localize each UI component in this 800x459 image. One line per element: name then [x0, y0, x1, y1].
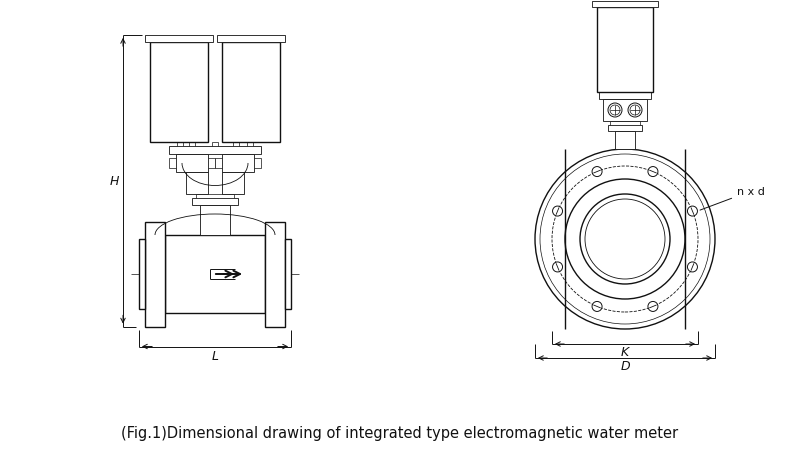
Bar: [212, 143, 218, 147]
Bar: [217, 36, 285, 43]
Circle shape: [687, 263, 698, 272]
Bar: [145, 222, 165, 327]
Bar: [610, 122, 640, 126]
Bar: [592, 2, 658, 8]
Bar: [165, 235, 265, 313]
Text: n x d: n x d: [700, 187, 765, 211]
Bar: [176, 155, 208, 173]
Bar: [608, 126, 642, 132]
Bar: [233, 143, 239, 147]
Bar: [247, 143, 253, 147]
Circle shape: [553, 263, 562, 272]
Bar: [222, 43, 280, 143]
Circle shape: [592, 167, 602, 177]
Text: (Fig.1)Dimensional drawing of integrated type electromagnetic water meter: (Fig.1)Dimensional drawing of integrated…: [122, 425, 678, 441]
Bar: [177, 143, 183, 147]
Bar: [169, 159, 176, 168]
Circle shape: [687, 207, 698, 217]
Circle shape: [565, 179, 685, 299]
Text: K: K: [621, 346, 629, 359]
Bar: [599, 93, 651, 100]
Bar: [615, 132, 635, 150]
Bar: [150, 43, 208, 143]
Bar: [189, 143, 195, 147]
Bar: [597, 8, 653, 93]
Bar: [196, 195, 234, 199]
Bar: [186, 173, 208, 195]
Bar: [285, 240, 291, 309]
Bar: [215, 159, 222, 168]
Bar: [169, 147, 261, 155]
Circle shape: [592, 302, 602, 312]
Circle shape: [553, 207, 562, 217]
Bar: [265, 222, 285, 327]
Text: L: L: [211, 349, 218, 362]
Bar: [603, 100, 647, 122]
Bar: [254, 159, 261, 168]
Circle shape: [648, 302, 658, 312]
Circle shape: [580, 195, 670, 285]
Circle shape: [608, 104, 622, 118]
Bar: [139, 240, 145, 309]
Text: D: D: [620, 360, 630, 373]
Circle shape: [648, 167, 658, 177]
Circle shape: [535, 150, 715, 329]
Bar: [208, 159, 215, 168]
Bar: [222, 173, 244, 195]
Text: H: H: [110, 175, 118, 188]
Circle shape: [628, 104, 642, 118]
Bar: [192, 199, 238, 206]
Bar: [145, 36, 213, 43]
Bar: [200, 206, 230, 235]
Bar: [222, 155, 254, 173]
